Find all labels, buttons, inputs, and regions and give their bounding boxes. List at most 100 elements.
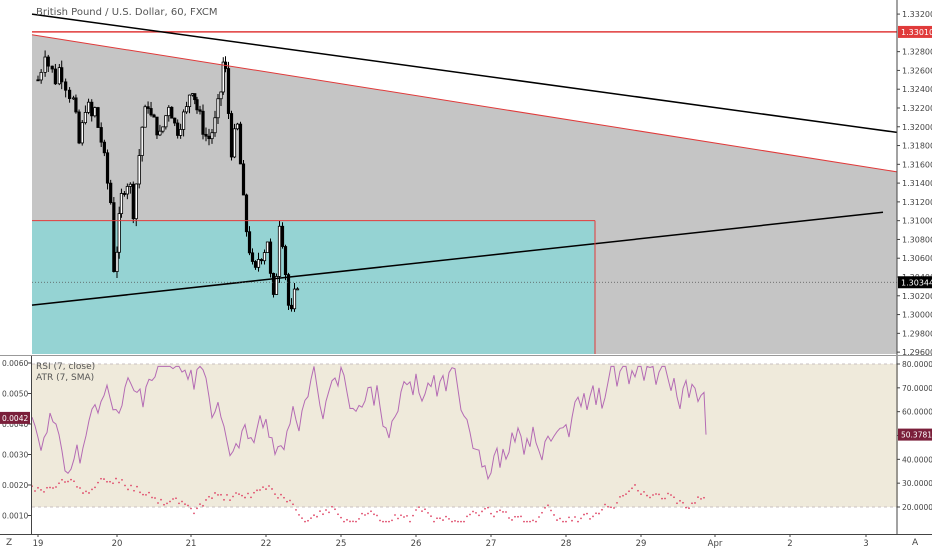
atr-dot	[94, 486, 96, 489]
price-axis[interactable]: 1.33200 1.33010 1.32800 1.32600 1.32400 1.322…	[897, 10, 932, 357]
candle-body	[226, 68, 231, 114]
atr-axis[interactable]: 0.0060 0.0050 0.0040 0.0030 0.0020 0.0010 0.00…	[0, 359, 31, 521]
chart-title: British Pound / U.S. Dollar, 60, FXCM	[36, 7, 217, 18]
candle-body	[36, 79, 40, 82]
atr-dot	[154, 497, 156, 499]
candle-body	[146, 106, 150, 109]
resistance-price-tag-label: 1.33010	[901, 28, 932, 37]
atr-legend[interactable]: ATR (7, SMA)	[36, 373, 94, 383]
atr-dot	[58, 482, 60, 485]
candle-body	[204, 133, 208, 137]
atr-dot	[427, 511, 429, 514]
candle-body	[195, 99, 199, 111]
atr-dot	[673, 496, 675, 499]
atr-dot	[127, 488, 129, 491]
atr-tick-label: 0.0060	[2, 359, 28, 368]
atr-dot	[82, 492, 84, 494]
atr-dot	[184, 503, 186, 506]
atr-dot	[511, 519, 513, 521]
rsi-legend[interactable]: RSI (7, close)	[36, 362, 95, 372]
atr-dot	[433, 520, 435, 523]
atr-dot	[148, 491, 150, 494]
time-tick-label: 28	[561, 539, 572, 549]
atr-dot	[85, 490, 87, 493]
time-axis[interactable]: 19 20 21 22 25 26 27 28 29 Apr 2 3	[33, 534, 869, 549]
time-tick-label: 22	[261, 539, 272, 549]
candle-body	[53, 68, 57, 85]
candle-body	[268, 241, 273, 274]
atr-dot	[523, 520, 525, 523]
atr-dot	[430, 515, 432, 518]
upper-trend-line[interactable]	[31, 13, 898, 134]
rsi-value-tag	[898, 428, 932, 441]
atr-dot	[580, 517, 582, 520]
atr-dot	[517, 515, 519, 518]
time-tick-label: 29	[636, 539, 647, 549]
atr-dot	[700, 498, 702, 500]
atr-dot	[190, 507, 192, 510]
candle-body	[137, 155, 141, 185]
candle-body	[292, 288, 297, 310]
atr-dot	[250, 496, 252, 499]
atr-dot	[364, 514, 366, 516]
atr-dot	[61, 478, 63, 481]
atr-dot	[181, 500, 183, 503]
atr-dot	[130, 484, 132, 487]
price-tick-label: 1.30000	[902, 311, 932, 320]
atr-dot	[556, 519, 558, 521]
candle-body	[247, 231, 252, 254]
atr-dot	[43, 491, 45, 493]
atr-dot	[247, 492, 249, 495]
candle-body	[161, 126, 165, 132]
atr-dot	[205, 499, 207, 501]
price-tick-label: 1.29600	[902, 348, 932, 357]
red-trend-line[interactable]	[31, 34, 898, 173]
atr-dot	[280, 493, 282, 496]
atr-dot	[88, 492, 90, 494]
rsi-axis[interactable]: 80.000070.000060.000050.000040.000030.00…	[897, 360, 932, 512]
atr-dot	[592, 515, 594, 518]
lower-trend-line[interactable]	[31, 211, 884, 306]
price-tick-label: 1.32200	[902, 104, 932, 113]
candle-body	[90, 101, 94, 117]
atr-dot	[352, 520, 354, 523]
atr-dot	[373, 513, 375, 516]
atr-dot	[682, 501, 684, 504]
atr-dot	[421, 510, 423, 513]
candle-body	[238, 123, 243, 165]
candle-body	[187, 94, 192, 108]
left-corner-label[interactable]: Z	[6, 538, 12, 548]
atr-dot	[334, 508, 336, 511]
atr-dot	[586, 512, 588, 515]
atr-dot	[457, 520, 459, 523]
atr-series-dots	[31, 477, 705, 523]
atr-dot	[91, 488, 93, 491]
atr-dot	[340, 516, 342, 519]
atr-dot	[568, 516, 570, 519]
atr-dot	[115, 477, 117, 480]
atr-dot	[295, 508, 297, 511]
atr-dot	[46, 486, 48, 489]
atr-dot	[400, 514, 402, 517]
atr-dot	[646, 494, 648, 497]
atr-dot	[403, 516, 405, 518]
atr-dot	[472, 510, 474, 513]
candle-body	[210, 132, 214, 140]
atr-dot	[298, 513, 300, 516]
rsi-tick-label: 40.0000	[902, 455, 932, 464]
atr-dot	[559, 517, 561, 520]
atr-dot	[346, 518, 348, 521]
rsi-tick-label: 30.0000	[902, 479, 932, 488]
atr-dot	[376, 514, 378, 517]
atr-dot	[379, 519, 381, 522]
candle-body	[125, 186, 129, 195]
atr-dot	[235, 492, 237, 494]
candle-body	[213, 117, 217, 134]
right-corner-label[interactable]: A	[912, 538, 919, 548]
time-tick-label: 19	[33, 539, 44, 549]
candle-body	[83, 112, 87, 124]
atr-dot	[106, 480, 108, 483]
atr-dot	[358, 517, 360, 520]
atr-dot	[256, 489, 258, 492]
